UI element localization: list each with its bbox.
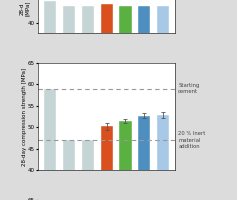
Bar: [63, 6, 75, 200]
Y-axis label: 28-day compression strength [MPa]: 28-day compression strength [MPa]: [22, 67, 27, 166]
Bar: [44, 89, 56, 200]
Bar: [82, 6, 94, 200]
Bar: [63, 140, 75, 200]
Bar: [100, 4, 113, 200]
Bar: [100, 126, 113, 200]
Bar: [44, 1, 56, 200]
Bar: [138, 6, 150, 200]
Text: 20 % Inert
material
addition: 20 % Inert material addition: [178, 131, 205, 149]
Bar: [138, 116, 150, 200]
Bar: [119, 121, 132, 200]
Bar: [157, 115, 169, 200]
Bar: [157, 6, 169, 200]
Y-axis label: 28-d
[MPa]: 28-d [MPa]: [19, 1, 30, 16]
Bar: [119, 6, 132, 200]
Text: Starting
cement: Starting cement: [178, 83, 200, 94]
Bar: [82, 140, 94, 200]
